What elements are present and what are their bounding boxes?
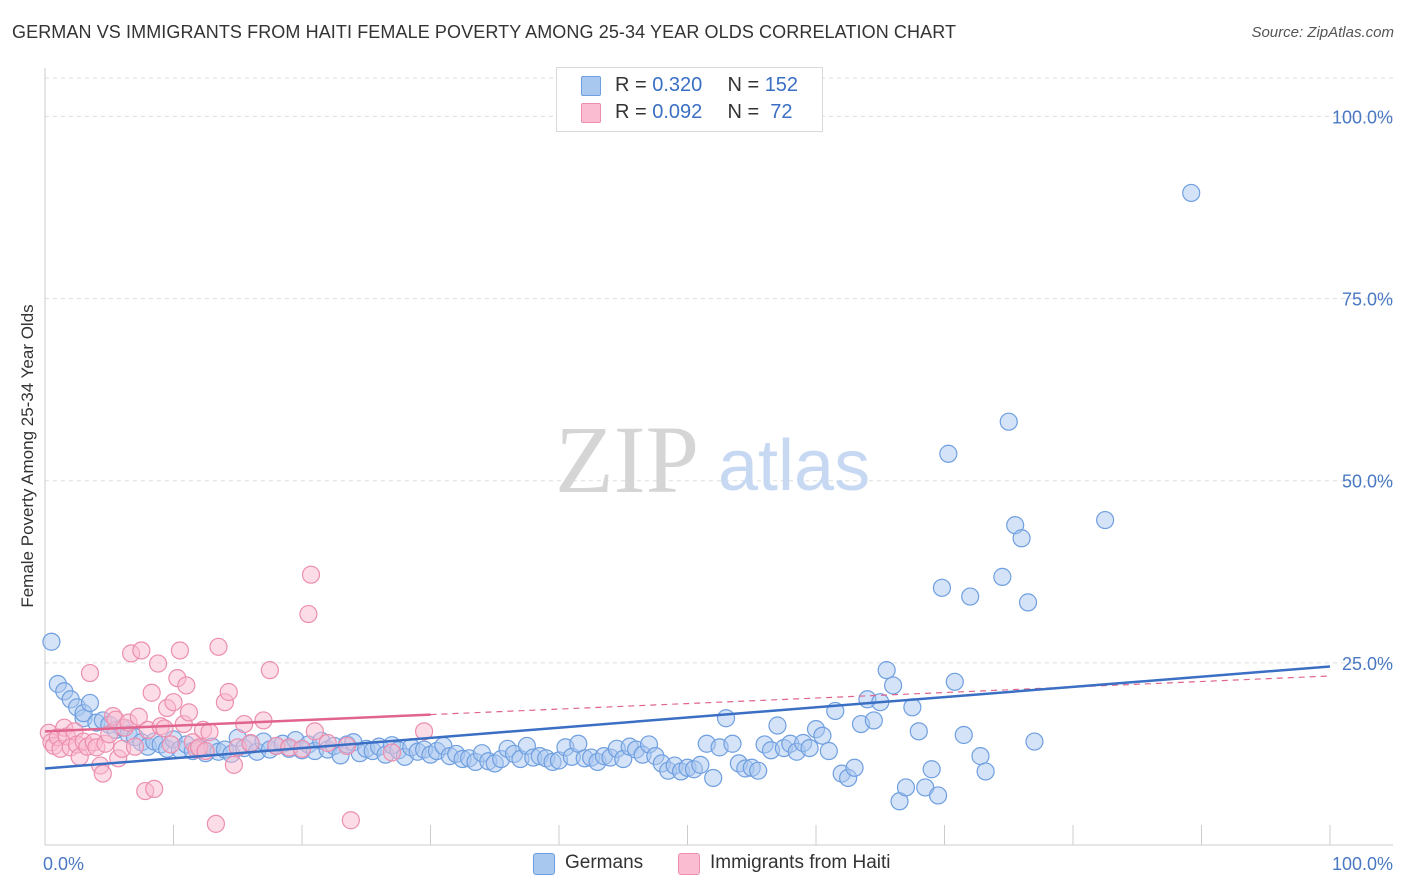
legend-n-label: N =	[727, 74, 765, 96]
grid-lines	[45, 77, 1393, 664]
haiti-point-54	[219, 682, 238, 702]
haiti-point-39	[164, 693, 183, 712]
x-tick-label-1: 100.0%	[1332, 854, 1393, 874]
germans-point-143	[954, 725, 973, 745]
y-tick-label-1: 50.0%	[1342, 472, 1393, 492]
germans-point-145	[971, 747, 990, 766]
haiti-trend-extension	[430, 675, 1331, 716]
haiti-point-17	[93, 764, 112, 783]
germans-point-134	[896, 778, 916, 797]
bottom-swatch-germans	[533, 853, 555, 875]
x-tick-label-0: 0.0%	[43, 854, 84, 874]
bottom-legend-haiti-label: Immigrants from Haiti	[710, 852, 891, 873]
haiti-point-58	[241, 733, 260, 753]
germans-point-122	[819, 741, 838, 761]
haiti-point-43	[177, 676, 196, 695]
haiti-point-66	[305, 722, 324, 741]
germans-point-7	[80, 693, 100, 713]
legend-swatch-germans	[581, 76, 601, 96]
watermark-zip: ZIP	[555, 406, 699, 513]
haiti-point-36	[155, 719, 174, 738]
haiti-trend-line	[44, 713, 431, 733]
germans-point-153	[1096, 510, 1115, 530]
germans-point-111	[749, 761, 768, 780]
haiti-point-67	[318, 733, 337, 753]
legend-n-value-haiti: 72	[764, 101, 793, 123]
germans-point-137	[916, 778, 935, 797]
legend-r-label: R =	[615, 74, 653, 96]
germans-point-131	[877, 661, 896, 680]
germans-point-152	[1025, 732, 1044, 751]
germans-point-119	[800, 738, 819, 758]
germans-point-121	[813, 726, 832, 745]
germans-point-148	[999, 412, 1018, 431]
haiti-point-27	[125, 737, 145, 756]
trend-lines	[44, 665, 1331, 770]
haiti-point-13	[80, 663, 100, 683]
bottom-legend-germans-label: Germans	[565, 852, 644, 873]
haiti-point-34	[148, 654, 168, 673]
germans-point-104	[704, 768, 723, 788]
germans-point-147	[993, 567, 1012, 586]
haiti-point-29	[132, 641, 151, 660]
germans-point-138	[922, 760, 941, 779]
germans-point-146	[976, 762, 995, 781]
germans-point-132	[883, 676, 903, 695]
bottom-swatch-haiti	[678, 853, 700, 875]
germans-point-0	[42, 632, 61, 651]
haiti-point-60	[260, 661, 279, 680]
germans-point-154	[1182, 183, 1201, 203]
germans-point-126	[845, 758, 864, 777]
haiti-point-33	[145, 779, 164, 799]
legend-swatch-haiti	[581, 103, 601, 123]
germans-point-106	[716, 709, 736, 728]
legend-n-label: N =	[727, 101, 765, 123]
germans-point-129	[864, 711, 883, 730]
germans-point-139	[928, 786, 948, 805]
y-tick-label-0: 25.0%	[1342, 654, 1393, 674]
haiti-point-69	[341, 811, 360, 830]
haiti-point-65	[301, 565, 321, 584]
germans-trend-line	[44, 665, 1331, 770]
germans-point-141	[939, 444, 958, 463]
tick-labels: 25.0% 50.0% 75.0% 100.0% 0.0% 100.0%	[43, 107, 1393, 874]
germans-point-140	[932, 578, 952, 597]
haiti-point-32	[142, 683, 161, 702]
haiti-point-41	[170, 641, 190, 660]
haiti-point-44	[179, 703, 199, 722]
haiti-point-38	[161, 735, 181, 754]
y-tick-label-2: 75.0%	[1342, 290, 1393, 310]
haiti-point-71	[414, 722, 434, 741]
series-haiti	[39, 565, 434, 833]
germans-point-142	[945, 672, 964, 691]
axes	[44, 68, 1393, 846]
chart-title: GERMAN VS IMMIGRANTS FROM HAITI FEMALE P…	[12, 22, 957, 42]
watermark-atlas: atlas	[718, 426, 870, 506]
legend-r-value-germans: 0.320	[652, 74, 703, 96]
legend-r-value-haiti: 0.092	[652, 101, 703, 123]
correlation-legend: R = 0.320 N = 152 R = 0.092 N = 72	[556, 67, 823, 132]
haiti-point-50	[200, 722, 219, 742]
haiti-point-52	[209, 637, 228, 656]
germans-point-150	[1012, 529, 1031, 548]
legend-r-label: R =	[615, 101, 653, 123]
haiti-point-28	[129, 707, 148, 726]
haiti-point-64	[299, 604, 318, 624]
germans-point-151	[1018, 593, 1038, 612]
germans-point-114	[768, 716, 787, 735]
chart-source: Source: ZipAtlas.com	[1251, 24, 1394, 41]
germans-point-136	[909, 722, 928, 741]
germans-point-144	[961, 587, 980, 606]
germans-point-102	[691, 755, 710, 774]
y-axis-label: Female Poverty Among 25-34 Year Olds	[18, 304, 37, 607]
y-tick-label-3: 100.0%	[1332, 107, 1393, 127]
legend-n-value-germans: 152	[764, 74, 799, 96]
watermark: ZIP atlas	[555, 406, 870, 513]
germans-point-107	[723, 734, 742, 753]
haiti-point-70	[382, 743, 402, 762]
haiti-point-55	[224, 755, 243, 774]
haiti-point-51	[206, 814, 226, 833]
